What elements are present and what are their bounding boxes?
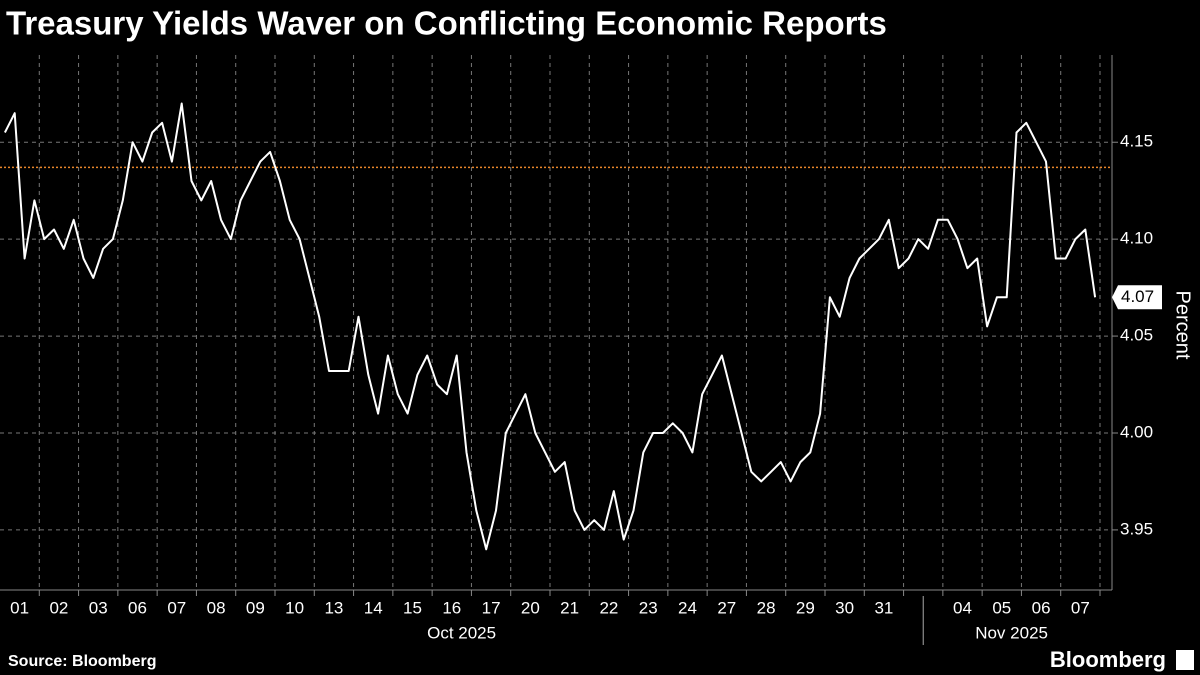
x-tick-label: 22 <box>599 598 618 617</box>
x-tick-label: 09 <box>246 598 265 617</box>
x-tick-label: 24 <box>678 598 697 617</box>
x-tick-label: 31 <box>874 598 893 617</box>
x-tick-label: 23 <box>639 598 658 617</box>
x-group-label: Oct 2025 <box>427 623 496 642</box>
y-tick-label: 4.10 <box>1120 229 1153 248</box>
x-tick-label: 03 <box>89 598 108 617</box>
x-tick-label: 13 <box>324 598 343 617</box>
x-tick-label: 21 <box>560 598 579 617</box>
brand-icon <box>1176 650 1194 670</box>
y-tick-label: 3.95 <box>1120 519 1153 538</box>
y-tick-label: 4.05 <box>1120 326 1153 345</box>
x-tick-label: 05 <box>992 598 1011 617</box>
x-tick-label: 14 <box>364 598 383 617</box>
y-tick-label: 4.00 <box>1120 422 1153 441</box>
x-tick-label: 06 <box>1032 598 1051 617</box>
x-tick-label: 06 <box>128 598 147 617</box>
x-tick-label: 29 <box>796 598 815 617</box>
last-value-box <box>1112 285 1162 310</box>
x-tick-label: 17 <box>482 598 501 617</box>
x-tick-label: 27 <box>717 598 736 617</box>
x-tick-label: 08 <box>207 598 226 617</box>
x-tick-label: 07 <box>167 598 186 617</box>
x-tick-label: 15 <box>403 598 422 617</box>
x-tick-label: 20 <box>521 598 540 617</box>
x-tick-label: 16 <box>442 598 461 617</box>
source: Source: Bloomberg <box>8 653 156 670</box>
x-tick-label: 01 <box>10 598 29 617</box>
y-tick-label: 4.15 <box>1120 132 1153 151</box>
brand: Bloomberg <box>1050 647 1166 672</box>
line-series <box>4 102 1097 551</box>
x-tick-label: 07 <box>1071 598 1090 617</box>
x-tick-label: 30 <box>835 598 854 617</box>
x-tick-label: 04 <box>953 598 972 617</box>
x-group-label: Nov 2025 <box>975 623 1048 642</box>
x-tick-label: 02 <box>49 598 68 617</box>
x-tick-label: 28 <box>757 598 776 617</box>
x-tick-label: 10 <box>285 598 304 617</box>
last-value-label: 4.07 <box>1121 287 1154 306</box>
y-axis-label: Percent <box>1172 291 1194 360</box>
chart-title: Treasury Yields Waver on Conflicting Eco… <box>6 5 887 42</box>
